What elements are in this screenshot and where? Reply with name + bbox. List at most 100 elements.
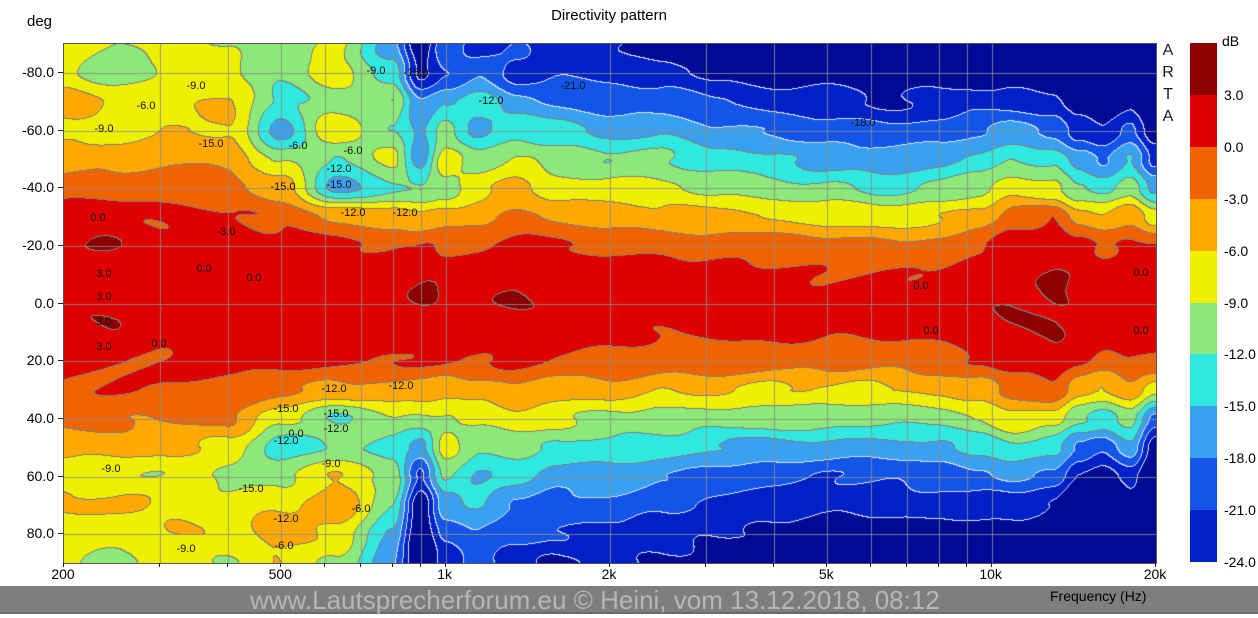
arta-letter: R (1162, 64, 1174, 81)
contour-value-label: -6.0 (343, 145, 363, 157)
x-tick-mark (609, 563, 610, 567)
colorbar-level-label: -24.0 (1224, 554, 1256, 570)
colorbar-level-label: -9.0 (1224, 294, 1249, 311)
colorbar-segment (1190, 43, 1217, 96)
colorbar-segment (1190, 406, 1217, 459)
x-tick-mark (420, 563, 421, 567)
colorbar-segment (1190, 250, 1217, 303)
contour-value-label: -15.0 (273, 403, 299, 415)
contour-value-label: -15.0 (198, 138, 224, 150)
contour-value-label: 3.0 (96, 316, 112, 328)
contour-value-label: -15.0 (403, 67, 429, 79)
x-tick-mark (280, 563, 281, 567)
contour-value-label: 3.0 (96, 341, 112, 353)
x-tick-mark (906, 563, 907, 567)
y-tick-label: 40.0 (26, 409, 54, 426)
x-tick-mark (966, 563, 967, 567)
colorbar-level-label: -12.0 (1224, 346, 1256, 363)
y-tick-label: -80.0 (22, 63, 54, 80)
colorbar-level-label: -15.0 (1224, 398, 1256, 415)
contour-value-label: -9.0 (101, 463, 121, 475)
y-tick-mark (58, 302, 63, 304)
contour-value-label: -9.0 (94, 123, 114, 135)
x-tick-mark (159, 563, 160, 567)
contour-value-label: -6.0 (274, 540, 294, 552)
x-tick-mark (991, 563, 992, 567)
contour-value-label: -12.0 (340, 207, 366, 219)
contour-value-label: -15.0 (323, 408, 349, 420)
contour-value-label: -18.0 (850, 117, 876, 129)
x-tick-mark (826, 563, 827, 567)
colorbar-segment (1190, 146, 1217, 200)
colorbar-level-label: -3.0 (1224, 190, 1249, 207)
x-tick-mark (773, 563, 774, 567)
arta-letter: A (1162, 108, 1174, 125)
contour-value-label: -6.0 (288, 140, 308, 152)
y-tick-label: 0.0 (34, 294, 54, 311)
colorbar-segment (1190, 198, 1217, 252)
x-tick-mark (360, 563, 361, 567)
colorbar-unit-label: dB (1222, 33, 1240, 49)
watermark-text: www.Lautsprecherforum.eu © Heini, vom 13… (250, 585, 940, 615)
x-tick-mark (63, 563, 64, 567)
contour-value-label: -3.0 (216, 226, 236, 238)
contour-value-label: -12.0 (321, 383, 347, 395)
x-tick-label: 5k (818, 566, 834, 582)
contour-value-label: 0.0 (288, 428, 304, 440)
y-tick-mark (58, 244, 63, 246)
x-tick-label: 20k (1143, 566, 1167, 582)
contour-value-label: 3.0 (96, 268, 112, 280)
x-tick-mark (1155, 563, 1156, 567)
contour-value-label: -15.0 (326, 179, 352, 191)
contour-value-label: -6.0 (351, 503, 371, 515)
y-tick-label: -20.0 (22, 236, 54, 253)
x-tick-mark (392, 563, 393, 567)
contour-value-label: 0.0 (1133, 267, 1149, 279)
colorbar-segment (1190, 354, 1217, 407)
colorbar-level-label: -18.0 (1224, 450, 1256, 467)
colorbar-segment (1190, 510, 1217, 563)
x-tick-label: 2k (601, 566, 617, 582)
x-tick-mark (227, 563, 228, 567)
x-tick-mark (445, 563, 446, 567)
contour-value-label: 0.0 (151, 338, 167, 350)
x-tick-mark (938, 563, 939, 567)
contour-value-label: 0.0 (913, 280, 929, 292)
contour-value-label: 0.0 (196, 263, 212, 275)
x-tick-label: 10k (979, 566, 1002, 582)
contour-value-label: 3.0 (96, 291, 112, 303)
y-tick-mark (58, 360, 63, 362)
contour-value-label: -9.0 (176, 543, 196, 555)
contour-value-label: -15.0 (238, 483, 264, 495)
colorbar-level-label: 0.0 (1224, 138, 1244, 155)
colorbar-segment (1190, 458, 1217, 511)
y-axis-unit-label: deg (27, 13, 53, 30)
arta-letter: A (1162, 42, 1174, 59)
colorbar-level-label: 3.0 (1224, 86, 1244, 103)
contour-heatmap-canvas (64, 44, 1156, 563)
y-tick-mark (58, 129, 63, 131)
contour-value-label: -6.0 (136, 100, 156, 112)
contour-value-label: -9.0 (366, 65, 386, 77)
colorbar (1190, 43, 1217, 563)
contour-value-label: -12.0 (392, 207, 418, 219)
plot-area: -9.0 -9.0 -15.0 -12.0 -21.0 -18.0 -6.0 -9.0 -15.… (63, 43, 1157, 564)
arta-letter: T (1163, 86, 1173, 103)
x-tick-label: 500 (268, 566, 292, 582)
y-tick-label: 20.0 (26, 352, 54, 369)
contour-value-label: 0.0 (90, 212, 106, 224)
y-tick-label: 80.0 (26, 525, 54, 542)
contour-value-label: 0.0 (246, 272, 262, 284)
y-tick-mark (58, 533, 63, 535)
contour-value-label: -9.0 (186, 80, 206, 92)
contour-value-label: -12.0 (388, 380, 414, 392)
colorbar-segment (1190, 94, 1217, 148)
x-tick-mark (324, 563, 325, 567)
y-tick-mark (58, 187, 63, 189)
x-tick-mark (705, 563, 706, 567)
contour-value-label: 0.0 (923, 325, 939, 337)
y-tick-label: 60.0 (26, 467, 54, 484)
contour-value-label: -12.0 (273, 435, 299, 447)
